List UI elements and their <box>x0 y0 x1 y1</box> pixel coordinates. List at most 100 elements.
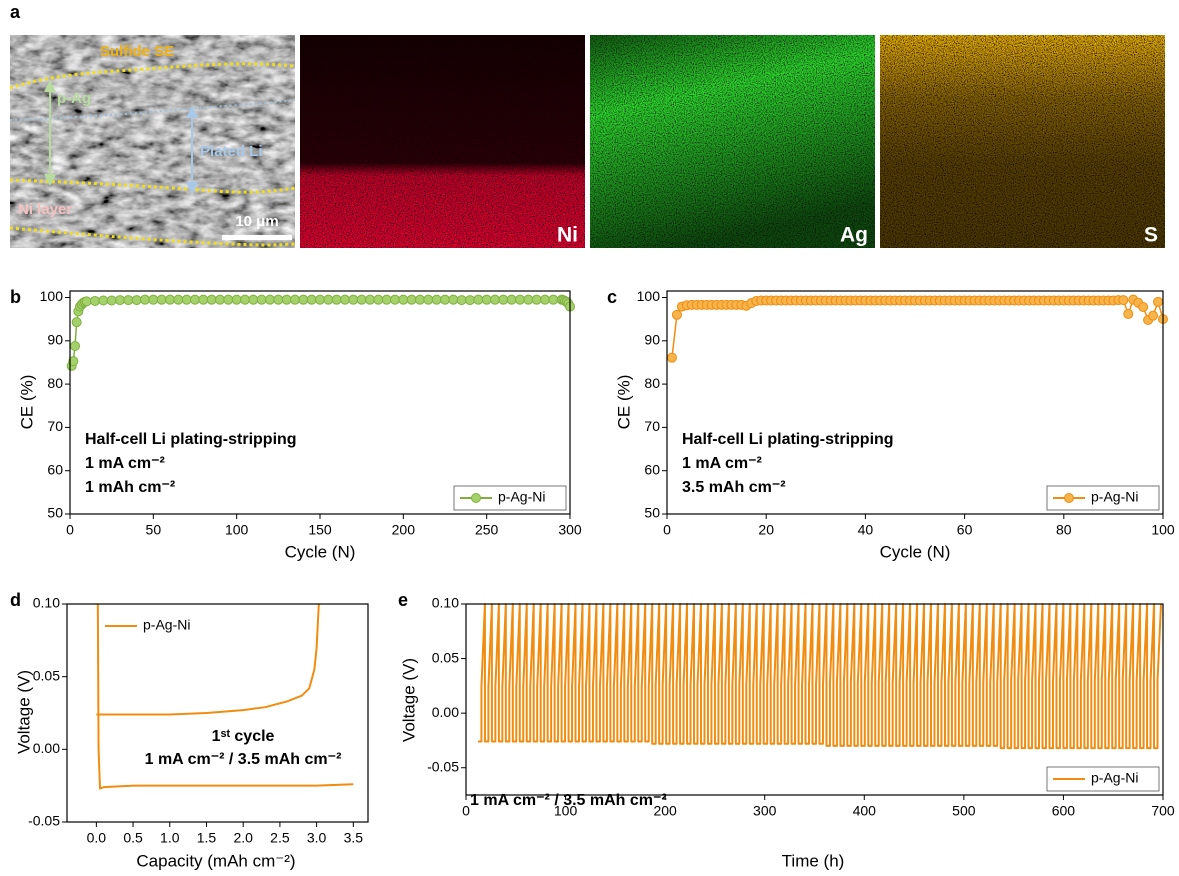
map-signal <box>590 35 875 248</box>
y-axis-label: CE (%) <box>17 375 36 430</box>
sem-label: Plated Li <box>200 143 263 160</box>
x-tick-label: 50 <box>146 522 162 538</box>
x-tick-label: 300 <box>558 522 582 538</box>
y-tick-label: 80 <box>644 375 660 391</box>
x-tick-label: 2.0 <box>233 830 253 846</box>
y-tick-label: 50 <box>47 505 63 521</box>
map-label: Ni <box>557 224 578 247</box>
y-tick-label: 0.05 <box>33 667 60 683</box>
data-point <box>98 295 109 306</box>
data-point <box>68 356 79 367</box>
data-point <box>1138 302 1149 313</box>
x-tick-label: 40 <box>858 522 874 538</box>
data-point <box>240 294 250 305</box>
series-line <box>477 603 1163 750</box>
sem-label: Ni layer <box>18 201 72 218</box>
x-tick-label: 20 <box>758 522 774 538</box>
y-tick-label: 70 <box>47 418 63 434</box>
data-point <box>306 294 317 305</box>
annotation: 1 mAh cm⁻² <box>85 479 175 496</box>
data-point <box>415 294 425 305</box>
x-tick-label: 300 <box>753 803 777 819</box>
data-point <box>298 294 309 305</box>
data-point <box>131 295 142 306</box>
y-tick-label: 0.00 <box>33 740 60 756</box>
eds-map-ag: Ag <box>590 35 875 248</box>
x-tick-label: 0 <box>462 803 470 819</box>
y-tick-label: -0.05 <box>427 758 459 774</box>
panel-label: a <box>10 2 21 22</box>
annotation: 1 mA cm⁻² <box>682 455 762 472</box>
data-point <box>165 294 175 305</box>
scale-bar <box>222 235 292 240</box>
data-point <box>90 295 100 306</box>
sem-image: Sulfide SE p-Ag Plated Li Ni layer 10 μm <box>9 35 296 248</box>
data-point <box>215 294 225 305</box>
data-point <box>181 294 192 305</box>
legend-label: p-Ag-Ni <box>1091 489 1138 505</box>
data-point <box>1118 295 1129 306</box>
x-tick-label: 1.5 <box>197 830 217 846</box>
scale-bar-label: 10 μm <box>235 213 278 230</box>
data-point <box>206 294 217 305</box>
x-axis-label: Cycle (N) <box>285 542 356 561</box>
y-axis-label: CE (%) <box>614 375 633 430</box>
y-tick-label: 0.05 <box>432 649 459 665</box>
x-tick-label: 100 <box>554 803 578 819</box>
data-point <box>448 294 459 305</box>
panel-label: c <box>607 287 617 307</box>
x-tick-label: 400 <box>853 803 877 819</box>
data-point <box>456 295 467 306</box>
data-point <box>273 294 284 305</box>
x-tick-label: 250 <box>475 522 499 538</box>
x-tick-label: 100 <box>1151 522 1175 538</box>
data-point <box>1153 296 1164 307</box>
y-tick-label: 90 <box>644 331 660 347</box>
annotation: Half-cell Li plating-stripping <box>85 431 297 448</box>
data-point <box>531 294 542 305</box>
data-point <box>115 295 125 306</box>
legend-label: p-Ag-Ni <box>498 489 545 505</box>
sem-label: Sulfide SE <box>100 43 174 60</box>
y-tick-label: 0.10 <box>432 595 459 611</box>
x-tick-label: 0 <box>66 522 74 538</box>
y-tick-label: 0.00 <box>432 704 459 720</box>
boundary <box>9 62 296 90</box>
data-point <box>398 294 409 305</box>
data-point <box>256 294 267 305</box>
series-line <box>70 298 570 367</box>
annotation: 1 mA cm⁻² / 3.5 mAh cm⁻² <box>145 751 342 768</box>
annotation: 1 mA cm⁻² / 3.5 mAh cm⁻² <box>470 792 667 809</box>
x-tick-label: 600 <box>1052 803 1076 819</box>
data-point <box>290 294 300 305</box>
data-point <box>348 294 359 305</box>
data-point <box>340 294 350 305</box>
y-tick-label: 60 <box>644 461 660 477</box>
y-tick-label: 60 <box>47 461 63 477</box>
eds-map-ni: Ni <box>300 35 585 248</box>
boundary <box>9 178 296 194</box>
data-point <box>373 294 384 305</box>
data-point <box>148 294 159 305</box>
eds-map-s: S <box>880 35 1165 248</box>
chart: d 0.0 0.5 1.0 1.5 2.0 2.5 3.0 3.5 -0.05 0.00 0.05 0.… <box>10 590 369 870</box>
x-tick-label: 150 <box>308 522 332 538</box>
x-tick-label: 200 <box>392 522 416 538</box>
x-tick-label: 0.5 <box>123 830 143 846</box>
data-point <box>548 294 559 305</box>
legend: p-Ag-Ni <box>453 485 567 511</box>
data-point <box>498 294 509 305</box>
data-point <box>198 294 209 305</box>
x-tick-label: 2.5 <box>270 830 290 846</box>
data-point <box>190 294 200 305</box>
data-point <box>81 296 92 307</box>
x-axis-label: Cycle (N) <box>880 542 951 561</box>
map-label: S <box>1144 224 1158 247</box>
map-label: Ag <box>840 224 868 247</box>
x-tick-label: 0 <box>663 522 671 538</box>
y-tick-label: 100 <box>40 288 64 304</box>
y-tick-label: 90 <box>47 331 63 347</box>
